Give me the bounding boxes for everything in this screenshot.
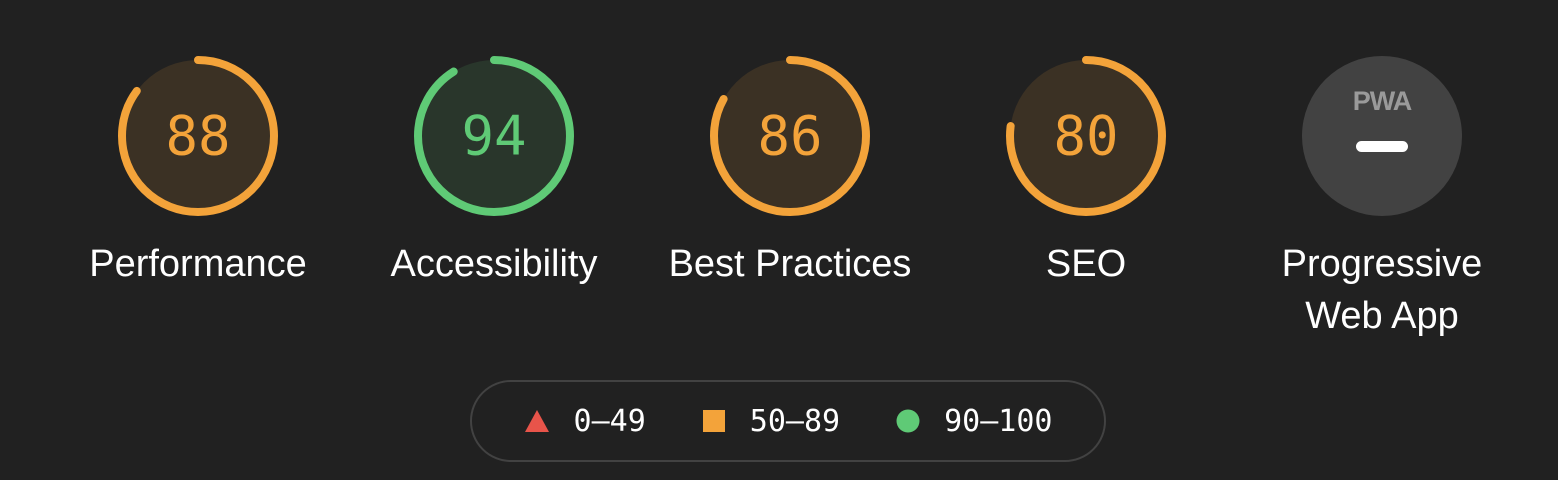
category-gauges: 88 Performance 94 Accessibility 86 Best … [68, 56, 1512, 342]
gauge-ring: 88 [118, 56, 278, 216]
square-icon [702, 410, 725, 432]
gauge-background [418, 60, 570, 212]
gauge-label: Progressive Web App [1252, 238, 1512, 342]
pwa-badge: PWA [1302, 56, 1462, 216]
gauge-score: 88 [165, 105, 230, 168]
legend-item-average: 50–89 [702, 404, 840, 439]
legend-range-average: 50–89 [749, 403, 841, 439]
gauge-label: Performance [89, 243, 307, 285]
gauge-seo[interactable]: 80 SEO [956, 56, 1216, 290]
gauge-background [122, 60, 274, 212]
gauge-arc [414, 56, 574, 216]
score-scale-legend: 0–49 50–89 90–100 [470, 380, 1106, 462]
gauge-label: SEO [1045, 243, 1127, 285]
gauge-arc [710, 56, 870, 216]
legend-range-fail: 0–49 [573, 403, 646, 439]
gauge-ring: 80 [1006, 56, 1166, 216]
gauge-best-practices[interactable]: 86 Best Practices [660, 56, 920, 290]
legend-range-pass: 90–100 [944, 403, 1053, 439]
gauge-performance[interactable]: 88 Performance [68, 56, 328, 290]
pwa-icon: PWA [1353, 86, 1412, 116]
gauge-score: 80 [1053, 105, 1118, 168]
gauge-background [1010, 60, 1162, 212]
gauge-score: 86 [757, 105, 822, 168]
pwa-badge-background [1302, 56, 1462, 216]
triangle-icon [524, 410, 549, 432]
legend-item-pass: 90–100 [896, 404, 1052, 439]
gauge-arc [1006, 56, 1166, 216]
gauge-ring: 86 [710, 56, 870, 216]
gauge-ring: 94 [414, 56, 574, 216]
dash-icon [1356, 141, 1408, 152]
pwa-label-line1: Progressive [1281, 243, 1483, 285]
gauge-arc [118, 56, 278, 216]
gauge-label: Accessibility [390, 243, 598, 285]
legend-item-fail: 0–49 [524, 404, 646, 439]
gauge-background [714, 60, 866, 212]
gauge-pwa[interactable]: PWA Progressive Web App [1252, 56, 1512, 342]
gauge-label: Best Practices [668, 243, 912, 285]
gauge-accessibility[interactable]: 94 Accessibility [364, 56, 624, 290]
pwa-label-line2: Web App [1305, 295, 1459, 337]
circle-icon [896, 409, 920, 433]
gauge-score: 94 [461, 105, 526, 168]
